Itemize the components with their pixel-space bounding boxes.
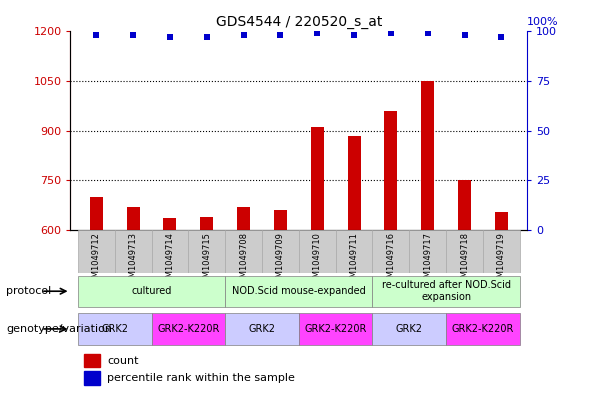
Bar (262, 230, 299, 273)
Bar (115, 230, 151, 273)
Title: GDS4544 / 220520_s_at: GDS4544 / 220520_s_at (216, 15, 382, 29)
Bar (373, 230, 409, 273)
Bar (274, 210, 287, 230)
Bar (373, 313, 446, 345)
Text: GSM1049712: GSM1049712 (92, 232, 101, 288)
Bar (164, 219, 177, 230)
Bar (188, 230, 225, 273)
Text: GRK2: GRK2 (248, 324, 275, 334)
Bar (409, 230, 446, 273)
Bar (421, 81, 434, 230)
Text: GSM1049714: GSM1049714 (166, 232, 175, 288)
Point (497, 34, 506, 40)
Bar (299, 313, 373, 345)
Text: GRK2-K220R: GRK2-K220R (157, 324, 219, 334)
Point (349, 32, 359, 39)
Point (386, 30, 396, 37)
Bar (237, 207, 250, 230)
Bar (225, 230, 262, 273)
Text: GSM1049718: GSM1049718 (460, 232, 469, 288)
Bar (336, 230, 373, 273)
Point (313, 30, 322, 37)
Text: GRK2-K220R: GRK2-K220R (452, 324, 514, 334)
Text: GRK2-K220R: GRK2-K220R (305, 324, 367, 334)
Bar (311, 127, 324, 230)
Point (460, 32, 470, 39)
Text: GSM1049719: GSM1049719 (497, 232, 506, 288)
Bar (151, 313, 225, 345)
Text: genotype/variation: genotype/variation (6, 324, 112, 334)
Bar (384, 111, 397, 230)
Text: cultured: cultured (131, 286, 172, 296)
Bar (84, 354, 100, 367)
Text: GSM1049711: GSM1049711 (349, 232, 359, 288)
Text: GSM1049715: GSM1049715 (202, 232, 211, 288)
Bar (348, 136, 360, 230)
Text: GSM1049717: GSM1049717 (423, 232, 432, 288)
Bar (299, 230, 336, 273)
Bar (78, 230, 115, 273)
Bar (483, 230, 520, 273)
Text: protocol: protocol (6, 286, 51, 296)
Text: re-cultured after NOD.Scid
expansion: re-cultured after NOD.Scid expansion (382, 281, 511, 302)
Bar (225, 313, 299, 345)
Point (275, 32, 285, 39)
Text: GSM1049709: GSM1049709 (276, 232, 285, 288)
Text: 100%: 100% (527, 17, 559, 28)
Text: GSM1049713: GSM1049713 (129, 232, 137, 288)
Bar (84, 371, 100, 385)
Text: GSM1049716: GSM1049716 (386, 232, 395, 288)
Bar (78, 313, 151, 345)
Bar (446, 230, 483, 273)
Bar (90, 197, 103, 230)
Text: percentile rank within the sample: percentile rank within the sample (107, 373, 295, 384)
Text: GSM1049708: GSM1049708 (239, 232, 248, 288)
Point (423, 30, 433, 37)
Text: GRK2: GRK2 (396, 324, 423, 334)
Text: count: count (107, 356, 139, 366)
Point (165, 34, 175, 40)
Text: GRK2: GRK2 (101, 324, 128, 334)
Bar (127, 207, 140, 230)
Text: NOD.Scid mouse-expanded: NOD.Scid mouse-expanded (232, 286, 366, 296)
Bar (200, 217, 213, 230)
Text: GSM1049710: GSM1049710 (313, 232, 322, 288)
Bar (78, 275, 225, 307)
Point (128, 32, 138, 39)
Bar (373, 275, 520, 307)
Bar (225, 275, 373, 307)
Bar (446, 313, 520, 345)
Point (91, 32, 101, 39)
Bar (458, 180, 471, 230)
Bar (151, 230, 188, 273)
Bar (495, 212, 508, 230)
Point (238, 32, 248, 39)
Point (202, 34, 211, 40)
